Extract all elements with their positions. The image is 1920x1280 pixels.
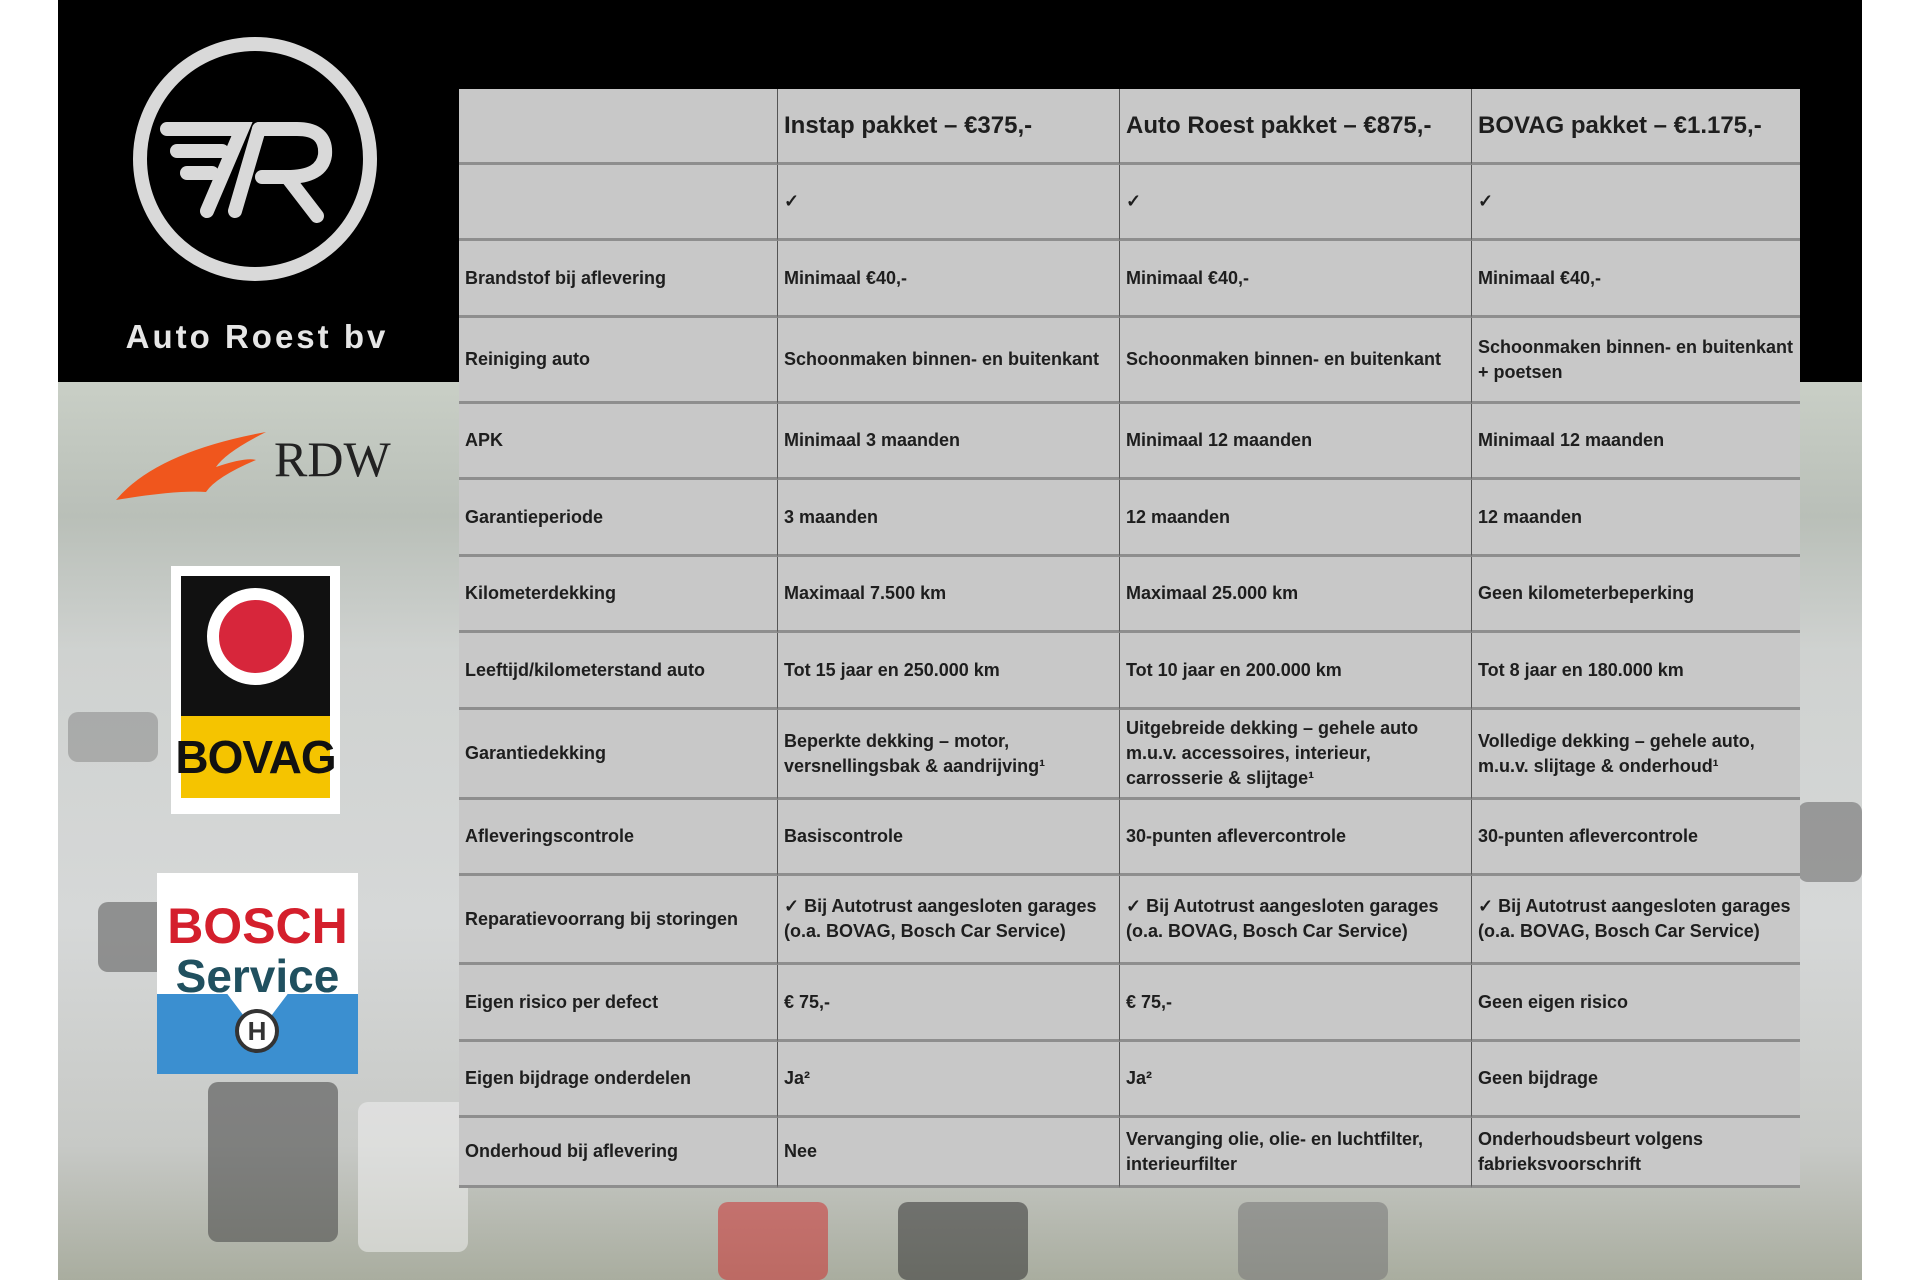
table-cell: Basiscontrole xyxy=(778,800,1120,876)
table-cell: Geen kilometerbeperking xyxy=(1472,557,1800,633)
table-cell: Geen bijdrage xyxy=(1472,1042,1800,1118)
row-label xyxy=(459,165,778,241)
column-header: Instap pakket – €375,- xyxy=(778,89,1120,165)
table-cell: ✓ xyxy=(1120,165,1472,241)
table-cell: Minimaal €40,- xyxy=(1472,241,1800,318)
table-cell: Onderhoudsbeurt volgens fabrieksvoorschr… xyxy=(1472,1118,1800,1188)
table-cell: € 75,- xyxy=(778,965,1120,1042)
row-label: Brandstof bij aflevering xyxy=(459,241,778,318)
table-cell: ✓ Bij Autotrust aangesloten garages (o.a… xyxy=(1120,876,1472,965)
table-cell: Minimaal €40,- xyxy=(1120,241,1472,318)
rdw-logo-icon xyxy=(116,432,266,500)
table-cell: Minimaal 12 maanden xyxy=(1472,404,1800,480)
table-cell: Ja² xyxy=(778,1042,1120,1118)
table-cell: Nee xyxy=(778,1118,1120,1188)
row-label: Kilometerdekking xyxy=(459,557,778,633)
package-comparison-table: Instap pakket – €375,- Auto Roest pakket … xyxy=(459,89,1800,1188)
table-cell: ✓ xyxy=(1472,165,1800,241)
row-label: Leeftijd/kilometerstand auto xyxy=(459,633,778,710)
bosch-armature-icon: H xyxy=(235,1009,279,1053)
table-cell: Maximaal 25.000 km xyxy=(1120,557,1472,633)
rdw-logo-text: RDW xyxy=(274,431,391,487)
table-cell: Beperkte dekking – motor, versnellingsba… xyxy=(778,710,1120,800)
table-cell: 12 maanden xyxy=(1472,480,1800,557)
row-label: Garantiedekking xyxy=(459,710,778,800)
table-cell: Schoonmaken binnen- en buitenkant xyxy=(1120,318,1472,404)
brand-name: Auto Roest bv xyxy=(125,318,389,355)
table-cell: 12 maanden xyxy=(1120,480,1472,557)
table-cell: 30-punten aflevercontrole xyxy=(1120,800,1472,876)
table-cell: Schoonmaken binnen- en buitenkant + poet… xyxy=(1472,318,1800,404)
row-label: Eigen risico per defect xyxy=(459,965,778,1042)
column-header: Auto Roest pakket – €875,- xyxy=(1120,89,1472,165)
column-header: BOVAG pakket – €1.175,- xyxy=(1472,89,1800,165)
table-cell: ✓ Bij Autotrust aangesloten garages (o.a… xyxy=(778,876,1120,965)
table-cell: Minimaal 12 maanden xyxy=(1120,404,1472,480)
bovag-logo: BOVAG xyxy=(171,566,340,814)
table-cell: Maximaal 7.500 km xyxy=(778,557,1120,633)
table-cell: Tot 15 jaar en 250.000 km xyxy=(778,633,1120,710)
table-cell: ✓ xyxy=(778,165,1120,241)
column-header xyxy=(459,89,778,165)
row-label: Afleveringscontrole xyxy=(459,800,778,876)
bovag-ring-icon xyxy=(207,588,304,685)
auto-roest-logo xyxy=(133,37,377,281)
row-label: Reiniging auto xyxy=(459,318,778,404)
table-cell: Geen eigen risico xyxy=(1472,965,1800,1042)
table-cell: Minimaal €40,- xyxy=(778,241,1120,318)
table-cell: Schoonmaken binnen- en buitenkant xyxy=(778,318,1120,404)
bosch-service-logo: BOSCH Service H xyxy=(157,873,358,1074)
table-cell: 3 maanden xyxy=(778,480,1120,557)
row-label: Eigen bijdrage onderdelen xyxy=(459,1042,778,1118)
row-label: Onderhoud bij aflevering xyxy=(459,1118,778,1188)
table-cell: ✓ Bij Autotrust aangesloten garages (o.a… xyxy=(1472,876,1800,965)
table-cell: Tot 10 jaar en 200.000 km xyxy=(1120,633,1472,710)
table-cell: Minimaal 3 maanden xyxy=(778,404,1120,480)
table-cell: € 75,- xyxy=(1120,965,1472,1042)
table-cell: Tot 8 jaar en 180.000 km xyxy=(1472,633,1800,710)
table-cell: Vervanging olie, olie- en luchtfilter, i… xyxy=(1120,1118,1472,1188)
logo-r-icon xyxy=(160,122,333,223)
row-label: APK xyxy=(459,404,778,480)
table-cell: Ja² xyxy=(1120,1042,1472,1118)
row-label: Reparatievoorrang bij storingen xyxy=(459,876,778,965)
table-cell: Volledige dekking – gehele auto, m.u.v. … xyxy=(1472,710,1800,800)
table-cell: Uitgebreide dekking – gehele auto m.u.v.… xyxy=(1120,710,1472,800)
table-cell: 30-punten aflevercontrole xyxy=(1472,800,1800,876)
row-label: Garantieperiode xyxy=(459,480,778,557)
